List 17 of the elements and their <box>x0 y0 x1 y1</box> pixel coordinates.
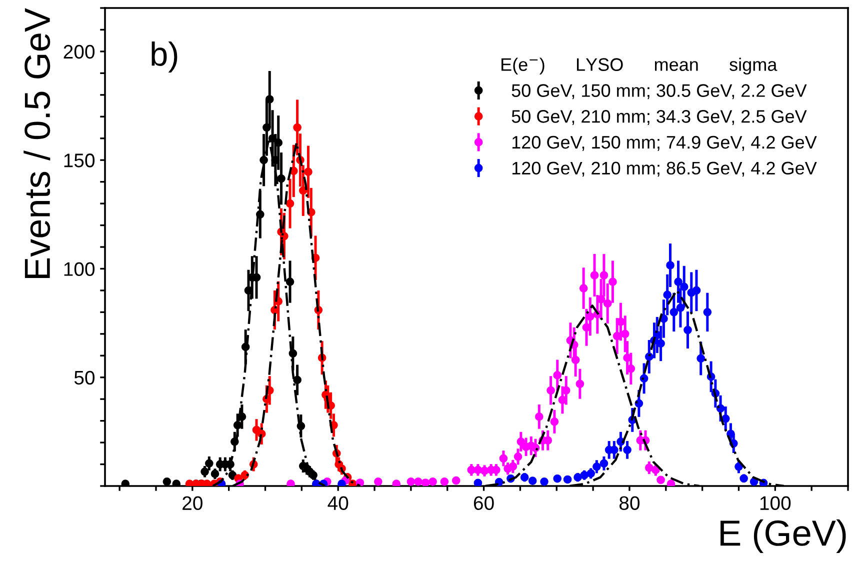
x-tick-label: 80 <box>620 496 640 510</box>
legend-label: 120 GeV, 150 mm; 74.9 GeV, 4.2 GeV <box>512 136 817 151</box>
x-tick-label: 100 <box>760 496 791 510</box>
legend-label: 50 GeV, 150 mm; 30.5 GeV, 2.2 GeV <box>512 84 807 100</box>
y-axis-title: Events / 0.5 GeV <box>24 8 50 278</box>
y-tick-label: 100 <box>64 262 95 276</box>
legend-label: 120 GeV, 210 mm; 86.5 GeV, 4.2 GeV <box>512 162 817 177</box>
annotation: b) <box>152 41 178 73</box>
x-axis-title: E (GeV) <box>720 519 846 554</box>
x-tick-label: 60 <box>474 496 494 510</box>
x-tick-label: 40 <box>328 496 348 510</box>
legend-title: E(e$^{−}$) LYSO mean sigma <box>502 58 778 75</box>
x-tick-label: 20 <box>182 496 202 510</box>
y-tick-label: 150 <box>64 154 95 168</box>
legend-label: 50 GeV, 210 mm; 34.3 GeV, 2.5 GeV <box>512 110 807 125</box>
y-tick-label: 50 <box>74 370 95 385</box>
y-tick-label: 200 <box>64 44 95 59</box>
